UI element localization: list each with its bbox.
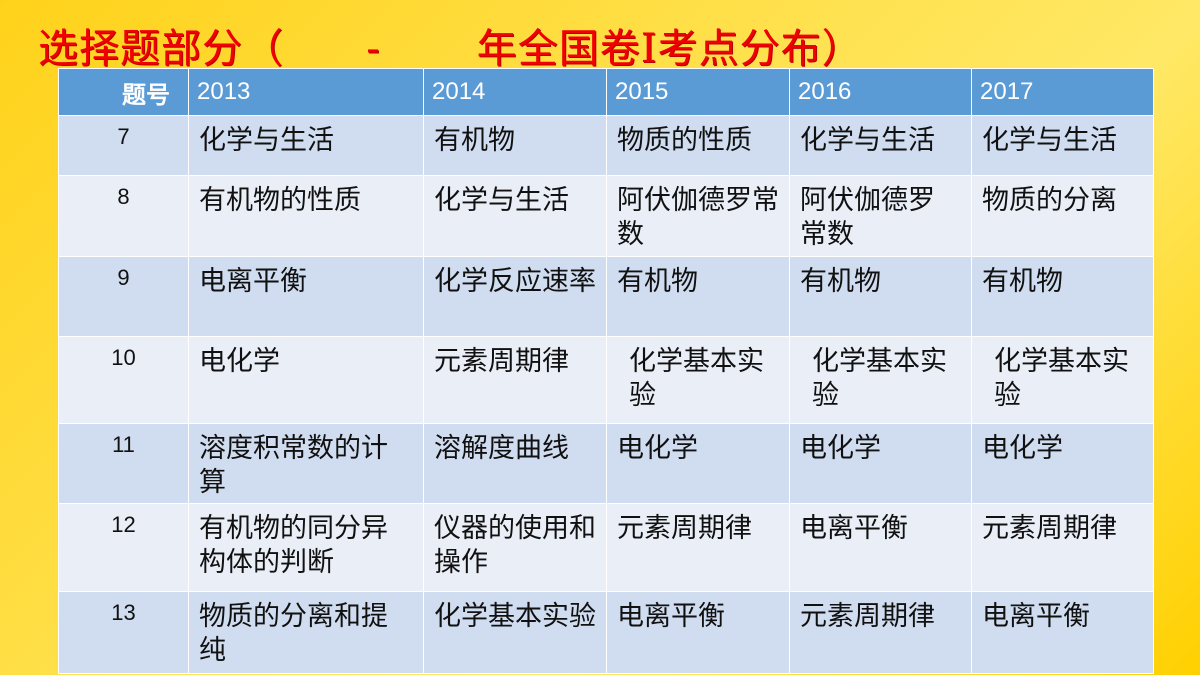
topic-cell: 电离平衡 <box>971 591 1154 674</box>
topic-cell: 有机物 <box>971 256 1154 337</box>
topic-cell: 溶度积常数的计算 <box>188 423 424 504</box>
table-row: 9 电离平衡 化学反应速率 有机物 有机物 有机物 <box>58 256 1154 337</box>
question-number-cell: 12 <box>58 503 189 592</box>
table-row: 7 化学与生活 有机物 物质的性质 化学与生活 化学与生活 <box>58 115 1154 176</box>
topic-cell: 电化学 <box>971 423 1154 504</box>
topic-cell: 物质的分离和提纯 <box>188 591 424 674</box>
column-header: 题号 <box>58 68 189 116</box>
topic-cell: 阿伏伽德罗常数 <box>789 175 972 257</box>
topic-cell: 元素周期律 <box>789 591 972 674</box>
topic-cell: 电离平衡 <box>606 591 790 674</box>
column-header: 2015 <box>606 68 790 116</box>
topic-cell: 仪器的使用和操作 <box>423 503 607 592</box>
topic-cell: 有机物的同分异构体的判断 <box>188 503 424 592</box>
topic-cell: 物质的性质 <box>606 115 790 176</box>
topic-cell: 阿伏伽德罗常数 <box>606 175 790 257</box>
topic-cell: 有机物 <box>606 256 790 337</box>
table-row: 13 物质的分离和提纯 化学基本实验 电离平衡 元素周期律 电离平衡 <box>58 591 1154 674</box>
topic-cell: 化学与生活 <box>971 115 1154 176</box>
question-number-cell: 7 <box>58 115 189 176</box>
slide-title: 选择题部分（ - 年全国卷Ⅰ考点分布） <box>38 26 863 72</box>
table-row: 8 有机物的性质 化学与生活 阿伏伽德罗常数 阿伏伽德罗常数 物质的分离 <box>58 175 1154 257</box>
question-number-cell: 9 <box>58 256 189 337</box>
topic-cell: 化学反应速率 <box>423 256 607 337</box>
topic-cell: 化学基本实验 <box>789 336 972 424</box>
topic-cell: 元素周期律 <box>606 503 790 592</box>
topic-cell: 电化学 <box>789 423 972 504</box>
column-header: 2017 <box>971 68 1154 116</box>
column-header: 2013 <box>188 68 424 116</box>
topic-cell: 电离平衡 <box>789 503 972 592</box>
table-row: 11 溶度积常数的计算 溶解度曲线 电化学 电化学 电化学 <box>58 423 1154 504</box>
topic-cell: 电化学 <box>188 336 424 424</box>
topic-cell: 元素周期律 <box>423 336 607 424</box>
topic-cell: 物质的分离 <box>971 175 1154 257</box>
topic-cell: 溶解度曲线 <box>423 423 607 504</box>
topic-cell: 有机物 <box>789 256 972 337</box>
topic-cell: 化学与生活 <box>423 175 607 257</box>
question-number-cell: 10 <box>58 336 189 424</box>
topic-cell: 电离平衡 <box>188 256 424 337</box>
question-number-cell: 11 <box>58 423 189 504</box>
column-header: 2016 <box>789 68 972 116</box>
table-header-row: 题号 2013 2014 2015 2016 2017 <box>58 68 1154 116</box>
topic-cell: 电化学 <box>606 423 790 504</box>
topic-cell: 元素周期律 <box>971 503 1154 592</box>
table-row: 10 电化学 元素周期律 化学基本实验 化学基本实验 化学基本实验 <box>58 336 1154 424</box>
question-number-cell: 13 <box>58 591 189 674</box>
topic-cell: 化学基本实验 <box>606 336 790 424</box>
table-row: 12 有机物的同分异构体的判断 仪器的使用和操作 元素周期律 电离平衡 元素周期律 <box>58 503 1154 592</box>
column-header: 2014 <box>423 68 607 116</box>
topic-cell: 有机物 <box>423 115 607 176</box>
topic-cell: 有机物的性质 <box>188 175 424 257</box>
question-number-cell: 8 <box>58 175 189 257</box>
topic-distribution-table: 题号 2013 2014 2015 2016 2017 7 化学与生活 有机物 物质的性质 化学与… <box>58 68 1154 674</box>
topic-cell: 化学与生活 <box>188 115 424 176</box>
topic-cell: 化学基本实验 <box>971 336 1154 424</box>
topic-cell: 化学基本实验 <box>423 591 607 674</box>
topic-cell: 化学与生活 <box>789 115 972 176</box>
